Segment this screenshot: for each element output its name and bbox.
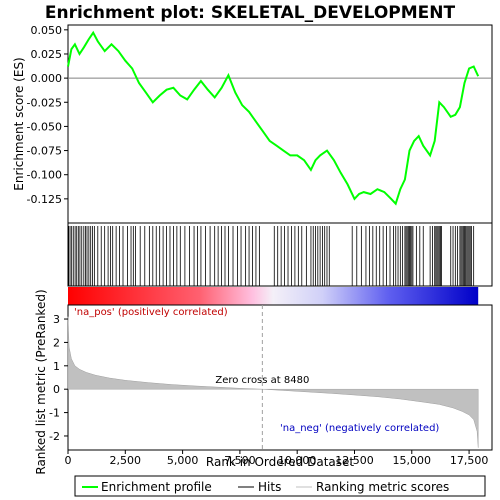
x-tick-label: 0 <box>65 454 72 467</box>
ranking-color-band <box>68 287 479 305</box>
hits-panel-frame <box>67 222 493 287</box>
es-tick-label: 0.050 <box>31 24 63 37</box>
legend-enrichment-label: Enrichment profile <box>101 480 212 494</box>
es-tick-label: -0.075 <box>27 145 62 158</box>
chart-title: Enrichment plot: SKELETAL_DEVELOPMENT <box>45 3 456 23</box>
x-tick-label: 7,500 <box>224 454 256 467</box>
x-tick-label: 15,000 <box>393 454 432 467</box>
hit-marks <box>68 226 475 286</box>
x-tick-label: 17,500 <box>450 454 489 467</box>
es-tick-label: -0.025 <box>27 96 62 109</box>
metric-y-axis-label: Ranked list metric (PreRanked) <box>34 289 48 474</box>
es-tick-label: -0.050 <box>27 120 62 133</box>
zero-cross-label: Zero cross at 8480 <box>215 375 309 386</box>
metric-y-axis: 3 2 1 0 -1 -2 <box>49 313 68 443</box>
es-tick-label: -0.125 <box>27 193 62 206</box>
es-y-axis-label: Enrichment score (ES) <box>12 57 26 190</box>
metric-tick-label: 3 <box>53 313 60 326</box>
metric-tick-label: -2 <box>49 430 60 443</box>
metric-panel-frame <box>67 304 493 451</box>
es-y-axis: 0.050 0.025 0.000 -0.025 -0.050 -0.075 -0.100 -… <box>27 24 68 206</box>
x-tick-label: 10,000 <box>278 454 317 467</box>
ranking-metric-area <box>67 316 479 448</box>
x-tick-label: 2,500 <box>110 454 142 467</box>
es-tick-label: -0.100 <box>27 169 62 182</box>
es-tick-label: 0.000 <box>31 72 63 85</box>
legend-metric-label: Ranking metric scores <box>316 480 449 494</box>
legend-hits-label: Hits <box>258 480 281 494</box>
positive-label: 'na_pos' (positively correlated) <box>74 307 228 318</box>
es-tick-label: 0.025 <box>31 48 63 61</box>
x-axis-label: Rank in Ordered Dataset <box>206 455 354 469</box>
metric-tick-label: 2 <box>53 336 60 349</box>
metric-tick-label: -1 <box>49 407 60 420</box>
x-tick-label: 5,000 <box>167 454 199 467</box>
negative-label: 'na_neg' (negatively correlated) <box>280 423 439 434</box>
metric-tick-label: 0 <box>53 383 60 396</box>
metric-tick-label: 1 <box>53 360 60 373</box>
x-tick-label: 12,500 <box>335 454 374 467</box>
legend-box <box>74 475 486 497</box>
es-panel-frame <box>67 24 493 224</box>
es-profile-line <box>67 30 480 206</box>
x-axis: 0 2,500 5,000 7,500 10,000 12,500 15,000 17,500 <box>65 450 489 467</box>
